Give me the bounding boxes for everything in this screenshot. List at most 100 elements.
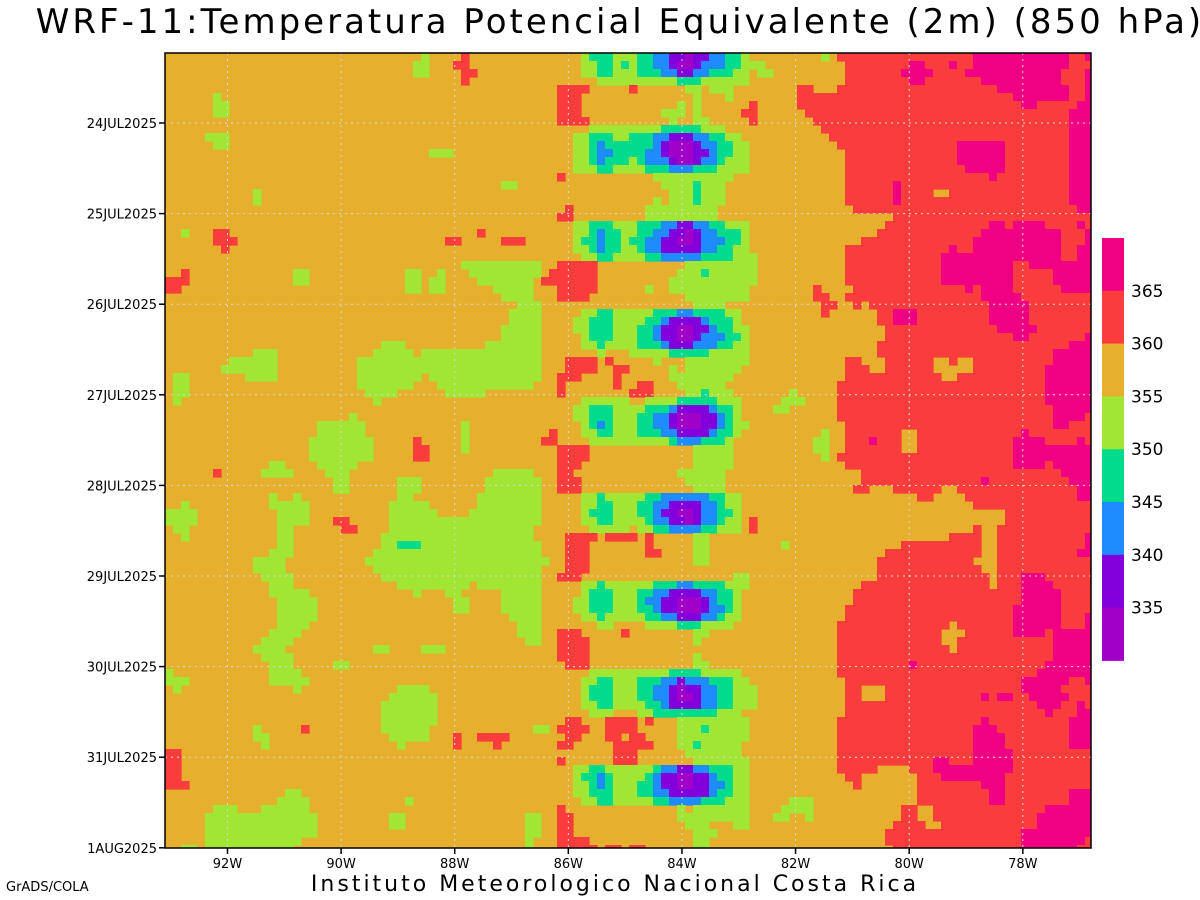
field-cell: [621, 53, 630, 62]
field-cell: [717, 221, 726, 230]
field-cell: [1029, 581, 1038, 590]
field-cell: [669, 277, 678, 286]
field-cell: [901, 613, 910, 622]
field-cell: [861, 701, 870, 710]
field-cell: [957, 413, 966, 422]
field-cell: [741, 685, 750, 694]
field-cell: [957, 461, 966, 470]
field-cell: [685, 317, 694, 326]
field-cell: [685, 797, 694, 806]
field-cell: [893, 77, 902, 86]
field-cell: [861, 653, 870, 662]
field-cell: [709, 445, 718, 454]
field-cell: [461, 381, 470, 390]
field-cell: [1061, 765, 1070, 774]
field-cell: [645, 349, 654, 358]
field-cell: [957, 701, 966, 710]
field-cell: [1085, 77, 1091, 86]
field-cell: [277, 805, 286, 814]
field-cell: [533, 589, 542, 598]
field-cell: [925, 549, 934, 558]
field-cell: [1021, 509, 1030, 518]
field-cell: [981, 181, 990, 190]
field-cell: [709, 293, 718, 302]
field-cell: [277, 637, 286, 646]
field-cell: [861, 125, 870, 134]
field-cell: [1069, 453, 1078, 462]
field-cell: [989, 773, 998, 782]
field-cell: [877, 429, 886, 438]
field-cell: [909, 157, 918, 166]
field-cell: [717, 757, 726, 766]
field-cell: [1061, 605, 1070, 614]
field-cell: [853, 381, 862, 390]
field-cell: [397, 541, 406, 550]
field-cell: [661, 205, 670, 214]
field-cell: [741, 69, 750, 78]
field-cell: [1013, 757, 1022, 766]
field-cell: [693, 525, 702, 534]
field-cell: [949, 85, 958, 94]
field-cell: [661, 581, 670, 590]
field-cell: [965, 725, 974, 734]
field-cell: [677, 189, 686, 198]
field-cell: [981, 661, 990, 670]
field-cell: [1005, 237, 1014, 246]
field-cell: [469, 533, 478, 542]
field-cell: [301, 509, 310, 518]
field-cell: [1053, 573, 1062, 582]
field-cell: [869, 93, 878, 102]
field-cell: [1013, 709, 1022, 718]
field-cell: [309, 597, 318, 606]
field-cell: [1045, 165, 1054, 174]
field-cell: [845, 749, 854, 758]
field-cell: [1077, 501, 1086, 510]
field-cell: [941, 725, 950, 734]
field-cell: [853, 197, 862, 206]
field-cell: [981, 589, 990, 598]
field-cell: [1085, 797, 1091, 806]
field-cell: [669, 133, 678, 142]
field-cell: [981, 93, 990, 102]
field-cell: [853, 765, 862, 774]
field-cell: [685, 125, 694, 134]
field-cell: [925, 245, 934, 254]
field-cell: [1029, 149, 1038, 158]
field-cell: [901, 805, 910, 814]
field-cell: [869, 765, 878, 774]
field-cell: [1085, 421, 1091, 430]
field-cell: [709, 485, 718, 494]
field-cell: [725, 269, 734, 278]
field-cell: [965, 613, 974, 622]
field-cell: [845, 133, 854, 142]
field-cell: [917, 469, 926, 478]
field-cell: [909, 189, 918, 198]
field-cell: [909, 285, 918, 294]
field-cell: [1061, 381, 1070, 390]
field-cell: [853, 453, 862, 462]
field-cell: [957, 165, 966, 174]
field-cell: [1069, 397, 1078, 406]
field-cell: [389, 517, 398, 526]
field-cell: [717, 741, 726, 750]
field-cell: [861, 93, 870, 102]
field-cell: [597, 517, 606, 526]
field-cell: [877, 253, 886, 262]
field-cell: [661, 501, 670, 510]
field-cell: [733, 605, 742, 614]
field-cell: [1045, 253, 1054, 262]
field-cell: [717, 517, 726, 526]
field-cell: [661, 677, 670, 686]
field-cell: [957, 709, 966, 718]
field-cell: [397, 741, 406, 750]
field-cell: [485, 493, 494, 502]
field-cell: [1069, 653, 1078, 662]
field-cell: [613, 589, 622, 598]
field-cell: [997, 605, 1006, 614]
field-cell: [429, 277, 438, 286]
field-cell: [725, 733, 734, 742]
field-cell: [725, 765, 734, 774]
field-cell: [925, 125, 934, 134]
field-cell: [925, 469, 934, 478]
field-cell: [733, 517, 742, 526]
